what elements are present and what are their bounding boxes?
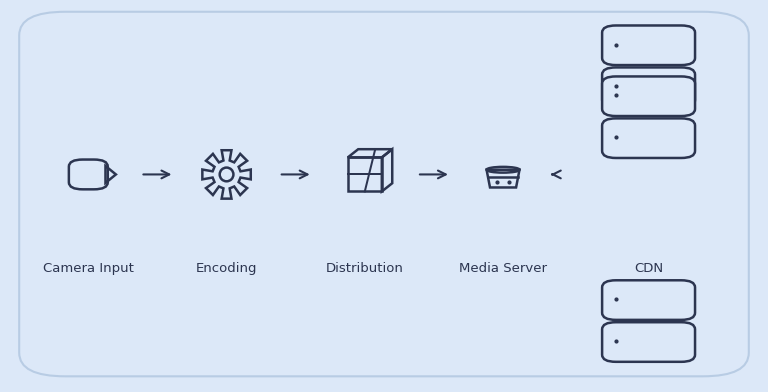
Text: Camera Input: Camera Input bbox=[43, 262, 134, 275]
Text: Distribution: Distribution bbox=[326, 262, 404, 275]
FancyBboxPatch shape bbox=[602, 76, 695, 116]
FancyBboxPatch shape bbox=[602, 322, 695, 362]
FancyBboxPatch shape bbox=[602, 280, 695, 320]
Text: CDN: CDN bbox=[634, 262, 664, 275]
FancyBboxPatch shape bbox=[602, 25, 695, 65]
Text: Media Server: Media Server bbox=[459, 262, 547, 275]
FancyBboxPatch shape bbox=[602, 118, 695, 158]
FancyBboxPatch shape bbox=[19, 12, 749, 376]
Text: Encoding: Encoding bbox=[196, 262, 257, 275]
FancyBboxPatch shape bbox=[602, 67, 695, 107]
